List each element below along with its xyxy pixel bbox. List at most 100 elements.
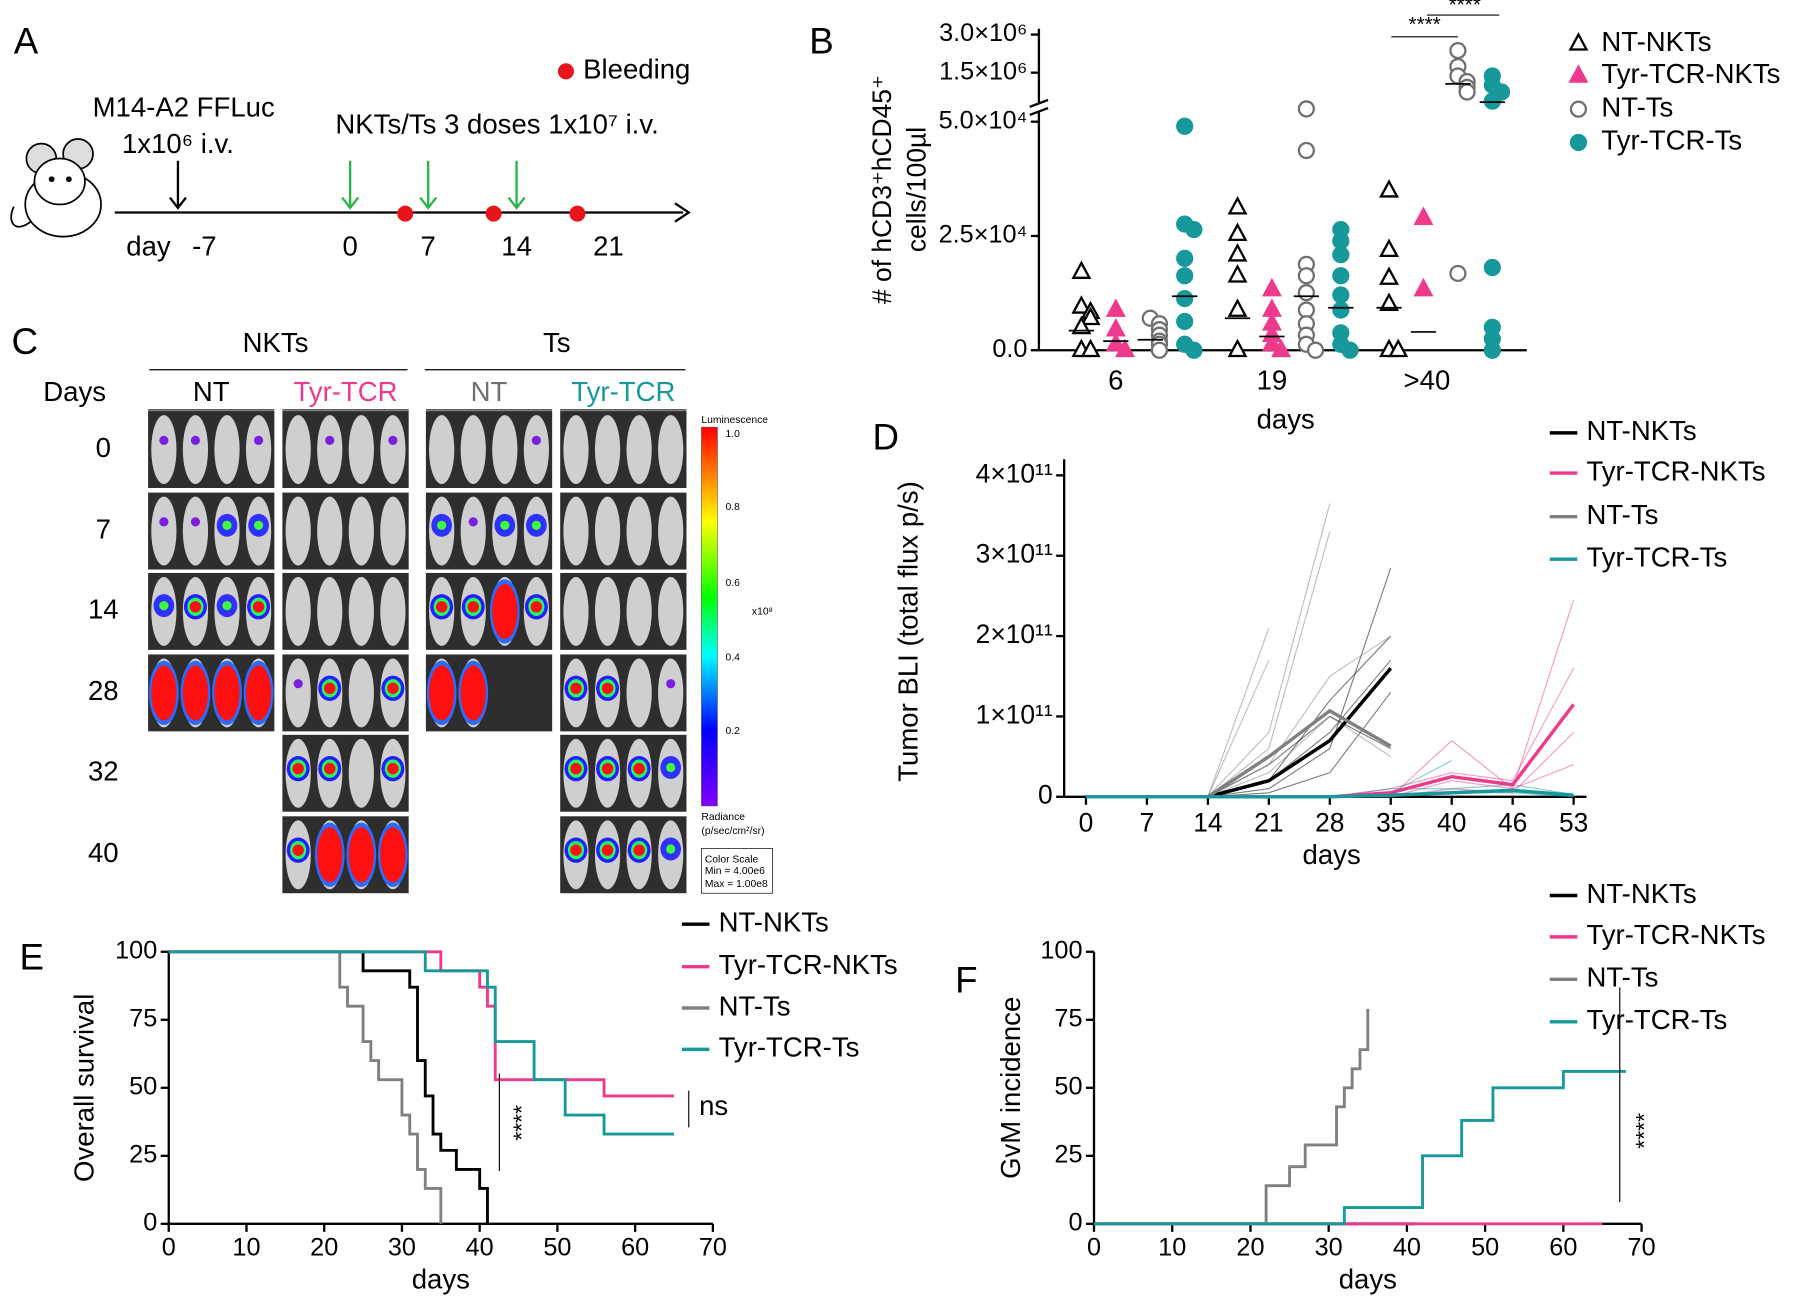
x-tick-label: 60: [621, 1234, 649, 1262]
signal: [292, 762, 304, 775]
signal: [380, 827, 406, 883]
mouse-silhouette: [182, 496, 209, 566]
legend-label: NT-Ts: [1601, 91, 1673, 122]
legend-label: Bleeding: [583, 54, 690, 85]
legend-label: NT-Ts: [719, 990, 791, 1021]
point: [1105, 298, 1126, 317]
signal: [570, 844, 582, 856]
signal: [531, 435, 541, 445]
mouse-silhouette: [594, 415, 621, 484]
y-tick-label: 50: [1054, 1072, 1082, 1100]
panel-letter: D: [872, 416, 899, 457]
point: [1483, 258, 1501, 277]
signal: [468, 517, 478, 527]
x-tick-label: 10: [1158, 1234, 1186, 1262]
y-tick-label: 75: [129, 1004, 157, 1032]
point: [1176, 117, 1194, 135]
survival-curve: [168, 950, 675, 1098]
signal: [633, 762, 645, 775]
annotation: ns: [699, 1090, 728, 1121]
mouse-silhouette: [317, 496, 343, 566]
point: [1449, 264, 1467, 283]
mouse-silhouette: [563, 576, 589, 646]
timeline-arrow: [674, 202, 691, 223]
x-tick-label: 21: [1254, 807, 1283, 837]
y-tick-label: 100: [115, 936, 157, 964]
significance-label: ****: [1449, 0, 1481, 16]
signal: [531, 520, 541, 530]
y-tick-label: 2×10¹¹: [976, 619, 1053, 649]
signal: [214, 665, 240, 721]
panel-letter: B: [809, 20, 834, 61]
x-tick-label: 50: [1471, 1234, 1499, 1262]
x-tick-label: 30: [1315, 1234, 1343, 1262]
point: [1332, 301, 1350, 319]
point: [1379, 238, 1399, 258]
x-tick-label: 60: [1549, 1234, 1577, 1262]
survival-curve: [1094, 1070, 1626, 1226]
point: [1071, 315, 1092, 335]
individual-line: [1085, 531, 1331, 798]
bleeding-dot: [557, 63, 574, 80]
x-tick-label: 35: [1376, 807, 1405, 837]
x-tick-label: 40: [466, 1234, 494, 1262]
colorbar: [701, 426, 718, 807]
signal: [666, 844, 676, 854]
day-label: day: [126, 230, 171, 261]
bleeding-dot: [397, 205, 414, 222]
signal: [570, 682, 582, 695]
signal: [467, 601, 479, 613]
signal: [666, 762, 676, 773]
colorbar-tick: 0.4: [726, 653, 741, 664]
significance-label: ****: [1409, 13, 1441, 36]
point: [1185, 220, 1203, 239]
signal: [437, 520, 447, 530]
scale-box: [701, 848, 773, 894]
mouse-silhouette: [285, 658, 311, 728]
point: [1261, 277, 1282, 297]
panel-letter: E: [20, 937, 44, 978]
y-tick-label: 1.5×10⁶: [939, 57, 1027, 85]
day-row-label: 28: [88, 675, 119, 706]
mouse-silhouette: [626, 576, 652, 646]
day: -7: [192, 230, 217, 261]
point: [1332, 267, 1350, 285]
point: [1569, 133, 1588, 152]
day: 21: [593, 230, 624, 261]
signal: [633, 844, 645, 856]
column-header: Tyr-TCR: [294, 376, 398, 407]
colorbar-tick: 0.8: [726, 502, 741, 513]
y-axis-label: Overall survival: [68, 994, 99, 1182]
point: [1105, 332, 1126, 352]
mouse-silhouette: [348, 576, 374, 646]
mouse-silhouette: [285, 415, 311, 484]
legend-label: NT-NKTs: [1586, 878, 1696, 909]
mouse-silhouette: [658, 415, 684, 484]
point: [1261, 332, 1282, 352]
mouse-silhouette: [285, 496, 311, 566]
x-tick-label: 50: [543, 1234, 571, 1262]
mouse-silhouette: [429, 415, 455, 484]
y-tick-label: 0: [1038, 780, 1053, 810]
mouse-silhouette: [658, 496, 684, 566]
day-row-label: 32: [88, 756, 119, 787]
panel-letter: A: [14, 20, 39, 61]
dose-arrow-head: [419, 196, 438, 210]
point: [1458, 83, 1476, 101]
x-tick-label: 20: [310, 1234, 338, 1262]
point: [1413, 277, 1434, 297]
axis-break: [1029, 98, 1049, 108]
point: [1297, 267, 1315, 285]
legend-label: Tyr-TCR-NKTs: [1586, 455, 1765, 486]
point: [1176, 249, 1194, 267]
point: [1449, 41, 1467, 60]
mouse-silhouette: [594, 496, 621, 566]
x-tick-label: 70: [699, 1234, 727, 1262]
signal: [190, 517, 201, 527]
x-tick-label: 40: [1437, 807, 1466, 837]
y-axis-label: # of hCD3⁺hCD45⁺: [867, 75, 897, 304]
signal: [182, 665, 209, 721]
survival-curve: [168, 950, 675, 1136]
